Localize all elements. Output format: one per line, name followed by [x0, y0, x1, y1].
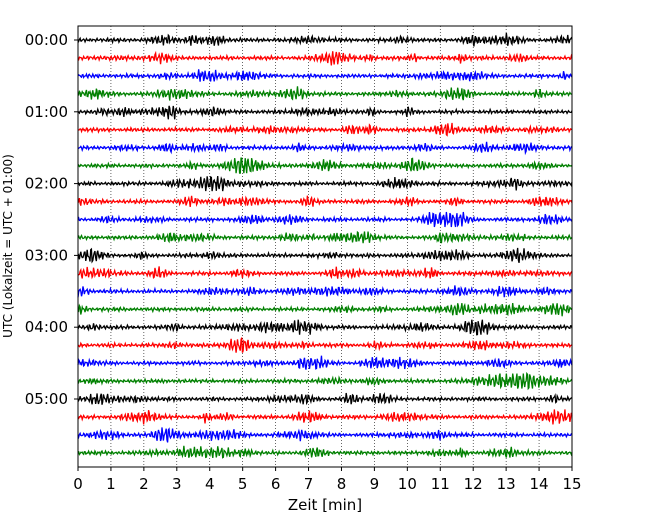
trace-line	[77, 211, 573, 228]
trace-line	[77, 392, 573, 406]
plot-frame	[77, 25, 573, 468]
trace-line	[77, 285, 573, 298]
trace-line	[77, 266, 573, 280]
x-tick-label: 7	[304, 475, 314, 493]
x-tick-label: 4	[205, 475, 215, 493]
x-tick-label: 11	[431, 475, 450, 493]
trace-line	[77, 157, 573, 174]
x-tick-label: 14	[530, 475, 549, 493]
y-axis-ticks: 00:00 01:00 02:00 03:00 04:00 05:00	[25, 31, 78, 408]
trace-line	[77, 86, 573, 101]
trace-line	[77, 337, 573, 353]
x-tick-label: 0	[73, 475, 83, 493]
x-tick-label: 2	[139, 475, 149, 493]
trace-line	[77, 32, 573, 47]
trace-line	[77, 175, 573, 192]
trace-line	[77, 247, 573, 264]
trace-line	[77, 427, 573, 443]
trace-line	[77, 105, 573, 120]
trace-line	[77, 355, 573, 370]
trace-line	[77, 371, 573, 391]
x-tick-label: 8	[337, 475, 347, 493]
x-tick-label: 3	[172, 475, 182, 493]
x-axis-ticks: 0 1 2 3 4 5 6 7 8 9 10 11 12 13 14 15	[73, 467, 582, 493]
x-tick-label: 5	[238, 475, 248, 493]
trace-line	[77, 409, 573, 425]
y-tick-label: 03:00	[25, 246, 68, 264]
y-tick-label: 04:00	[25, 318, 68, 336]
y-tick-label: 01:00	[25, 103, 68, 121]
trace-line	[77, 69, 573, 82]
trace-line	[77, 319, 573, 336]
y-tick-label: 00:00	[25, 31, 68, 49]
x-tick-label: 9	[370, 475, 380, 493]
x-tick-label: 13	[497, 475, 516, 493]
trace-line	[77, 230, 573, 244]
trace-line	[77, 195, 573, 208]
y-axis-label: UTC (Lokalzeit = UTC + 01:00)	[1, 154, 15, 338]
y-tick-label: 02:00	[25, 175, 68, 193]
trace-line	[77, 302, 573, 317]
x-axis-label: Zeit [min]	[288, 496, 362, 514]
trace-series	[77, 32, 573, 459]
trace-line	[77, 445, 573, 459]
x-tick-label: 10	[398, 475, 417, 493]
trace-line	[77, 50, 573, 66]
x-tick-label: 12	[464, 475, 483, 493]
trace-line	[77, 141, 573, 156]
y-tick-label: 05:00	[25, 390, 68, 408]
x-tick-label: 15	[562, 475, 581, 493]
trace-line	[77, 122, 573, 137]
x-tick-label: 6	[271, 475, 281, 493]
x-tick-label: 1	[106, 475, 116, 493]
